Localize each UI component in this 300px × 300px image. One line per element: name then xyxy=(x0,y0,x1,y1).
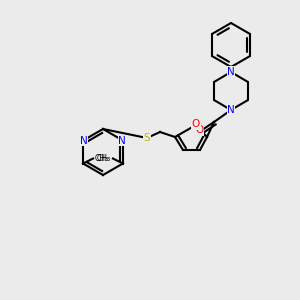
Text: O: O xyxy=(195,125,203,135)
Text: CH₃: CH₃ xyxy=(97,154,111,163)
Text: S: S xyxy=(144,133,150,143)
Text: CH₃: CH₃ xyxy=(95,154,109,163)
Text: O: O xyxy=(192,119,200,129)
Text: N: N xyxy=(227,67,235,77)
Text: N: N xyxy=(80,136,88,146)
Text: N: N xyxy=(227,105,235,115)
Text: N: N xyxy=(118,136,126,146)
